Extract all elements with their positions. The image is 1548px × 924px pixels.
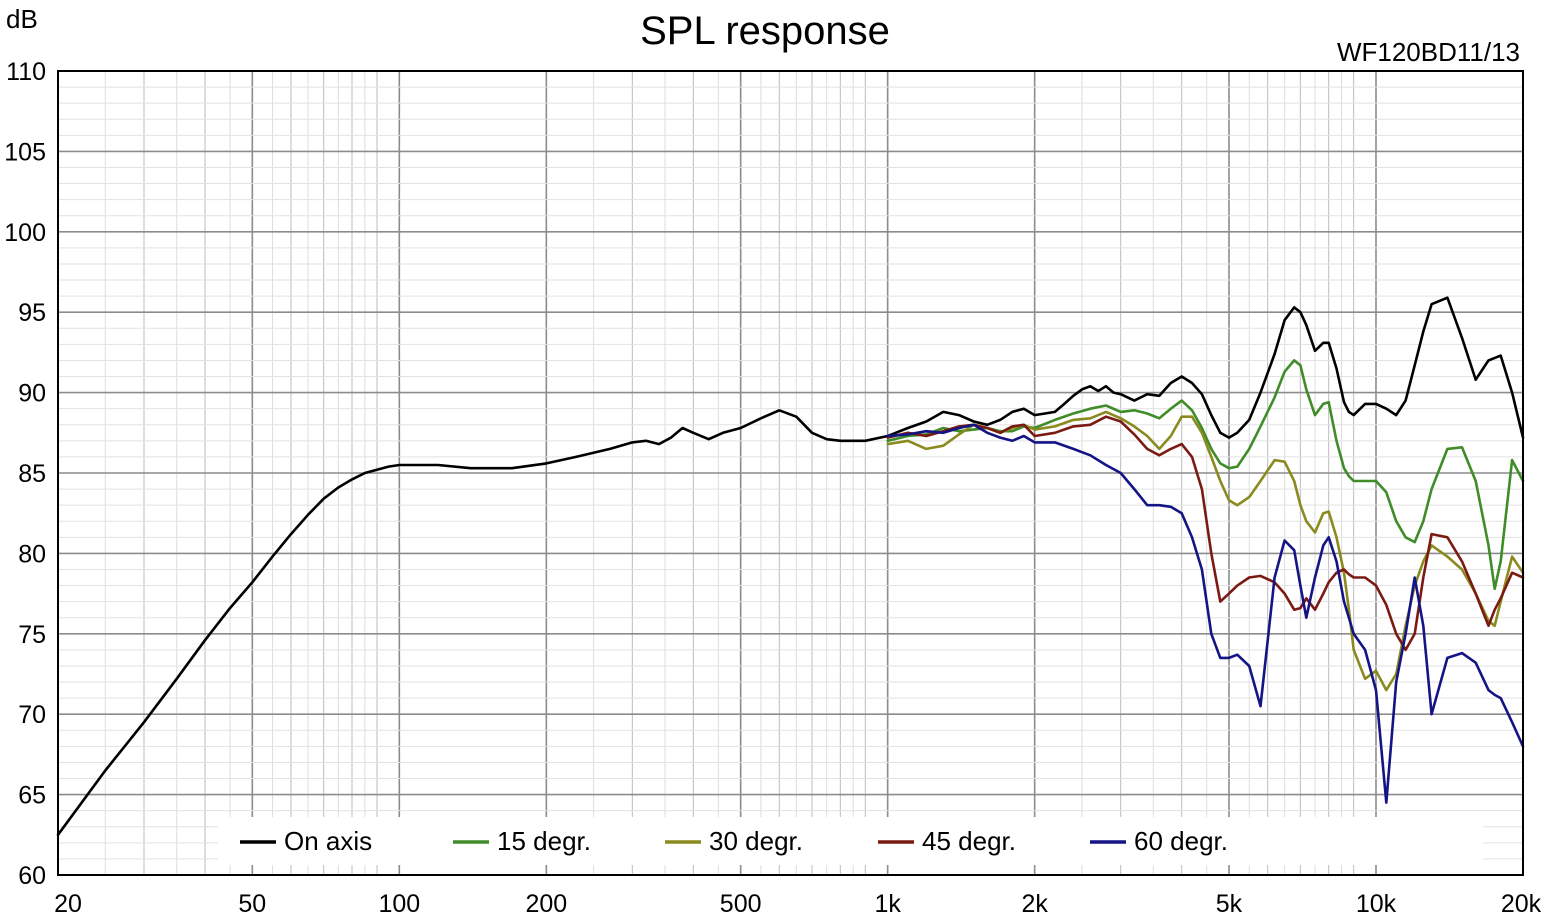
y-tick-label: 95 xyxy=(18,299,46,327)
legend-label: 30 degr. xyxy=(709,826,803,856)
x-tick-label: 50 xyxy=(238,890,266,918)
y-tick-label: 85 xyxy=(18,460,46,488)
series-lines xyxy=(56,296,1525,837)
chart-subtitle: WF120BD11/13 xyxy=(1337,37,1520,67)
series-line-1 xyxy=(56,296,1525,837)
x-tick-label: 500 xyxy=(720,890,762,918)
y-tick-label: 60 xyxy=(18,862,46,890)
x-tick-label: 5k xyxy=(1216,890,1243,918)
series-line-4 xyxy=(886,415,1525,652)
x-tick-label: 100 xyxy=(378,890,420,918)
y-tick-label: 100 xyxy=(4,219,46,247)
chart-title: SPL response xyxy=(640,9,890,53)
x-tick-label: 10k xyxy=(1356,890,1397,918)
y-axis-label: dB xyxy=(6,4,38,34)
legend-label: 60 degr. xyxy=(1134,826,1228,856)
y-tick-label: 105 xyxy=(4,138,46,166)
y-tick-label: 70 xyxy=(18,701,46,729)
x-tick-label: 20 xyxy=(54,890,82,918)
y-tick-label: 75 xyxy=(18,621,46,649)
x-tick-label: 2k xyxy=(1021,890,1048,918)
series-line-3 xyxy=(886,410,1525,692)
y-tick-label: 90 xyxy=(18,380,46,408)
legend-label: On axis xyxy=(284,826,372,856)
legend-box xyxy=(218,817,1483,865)
x-tick-label: 1k xyxy=(874,890,901,918)
legend: On axis 15 degr. 30 degr. 45 degr. 60 degr. xyxy=(218,817,1483,865)
y-tick-label: 65 xyxy=(18,782,46,810)
legend-label: 45 degr. xyxy=(922,826,1016,856)
y-tick-label: 110 xyxy=(6,58,46,86)
y-tick-labels: 60 65 70 75 80 85 90 95 100 105 110 xyxy=(4,58,46,890)
y-tick-label: 80 xyxy=(18,540,46,568)
legend-label: 15 degr. xyxy=(497,826,591,856)
x-tick-labels: 20 50 100 200 500 1k 2k 5k 10k 20k xyxy=(54,890,1542,918)
x-tick-label: 20k xyxy=(1501,890,1542,918)
grid xyxy=(57,70,1524,876)
plot-frame xyxy=(57,70,1524,876)
x-tick-label: 200 xyxy=(525,890,567,918)
series-line-5 xyxy=(886,423,1525,804)
